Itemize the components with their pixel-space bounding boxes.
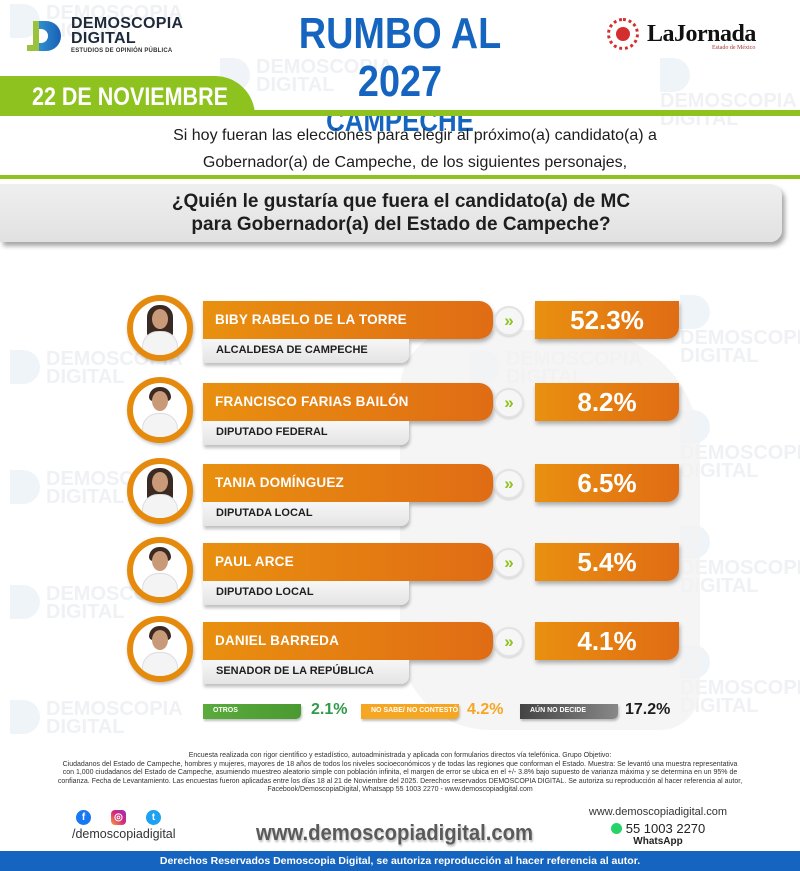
contact-url[interactable]: www.demoscopiadigital.com	[588, 806, 728, 818]
candidate-name-bar: DANIEL BARREDA	[203, 622, 493, 660]
partner-name: LaJornada	[647, 20, 756, 47]
candidate-role-bar: ALCALDESA DE CAMPECHE	[203, 339, 409, 363]
methodology-line: Encuesta realizada con rigor científico …	[188, 752, 612, 759]
candidate-name-bar: PAUL ARCE	[203, 543, 493, 581]
phone-number: 55 1003 2270	[625, 821, 706, 836]
rights-bar: Derechos Reservados Demoscopia Digital, …	[0, 851, 800, 871]
candidate-percentage: 8.2%	[535, 383, 679, 421]
instagram-icon[interactable]: ◎	[111, 810, 126, 825]
brand-tagline: ESTUDIOS DE OPINIÓN PÚBLICA	[71, 48, 173, 54]
candidate-name: PAUL ARCE	[215, 554, 294, 569]
social-links: f ◎ t /demoscopiadigital	[72, 810, 176, 841]
date-label: 22 DE NOVIEMBRE	[32, 83, 228, 111]
other-responses: OTROS 2.1% NO SABE/ NO CONTESTÓ 4.2% AÚN…	[203, 701, 673, 721]
demoscopia-logo: DEMOSCOPIA DIGITAL ESTUDIOS DE OPINIÓN P…	[27, 16, 183, 54]
website-link[interactable]: www.demoscopiadigital.com	[256, 820, 534, 845]
avatar	[127, 616, 193, 682]
candidate-name: FRANCISCO FARIAS BAILÓN	[215, 394, 409, 409]
candidate-role-bar: DIPUTADA LOCAL	[203, 502, 409, 526]
others-value: 2.1%	[311, 701, 348, 718]
avatar	[127, 537, 193, 603]
double-chevron-right-icon: »	[494, 627, 524, 657]
twitter-icon[interactable]: t	[146, 810, 161, 825]
candidate-name-bar: FRANCISCO FARIAS BAILÓN	[203, 383, 493, 421]
candidate-row: FRANCISCO FARIAS BAILÓN DIPUTADO FEDERAL…	[127, 377, 687, 457]
title-main: RUMBO AL 2027	[298, 9, 502, 106]
aun-no-decide-pill: AÚN NO DECIDE	[520, 704, 618, 719]
question-line1: ¿Quién le gustaría que fuera el candidat…	[171, 191, 631, 212]
intro-line2: Gobernador(a) de Campeche, de los siguie…	[202, 154, 628, 171]
candidate-role: DIPUTADO FEDERAL	[216, 426, 328, 438]
others-pill: OTROS	[203, 704, 301, 719]
methodology-line: Facebook/DemoscopiaDigital, Whatsapp 55 …	[267, 786, 533, 793]
candidate-role: ALCALDESA DE CAMPECHE	[216, 344, 368, 356]
avatar	[127, 377, 193, 443]
question-line2: para Gobernador(a) del Estado de Campech…	[191, 214, 611, 235]
methodology-line: Ciudadanos del Estado de Campeche, hombr…	[62, 760, 738, 768]
candidate-role-bar: DIPUTADO LOCAL	[203, 581, 409, 605]
facebook-icon[interactable]: f	[76, 810, 91, 825]
candidate-role: DIPUTADA LOCAL	[216, 507, 313, 519]
demoscopia-d-icon	[27, 17, 63, 53]
double-chevron-right-icon: »	[494, 388, 524, 418]
methodology-line: con 1,000 ciudadanos del Estado de Campe…	[62, 769, 738, 776]
candidate-name: TANIA DOMÍNGUEZ	[215, 475, 344, 490]
double-chevron-right-icon: »	[494, 306, 524, 336]
candidate-row: TANIA DOMÍNGUEZ DIPUTADA LOCAL » 6.5%	[127, 458, 687, 538]
contact-info: www.demoscopiadigital.com 55 1003 2270 W…	[578, 806, 738, 847]
social-handle[interactable]: /demoscopiadigital	[72, 827, 176, 841]
candidate-role-bar: DIPUTADO FEDERAL	[203, 421, 409, 445]
candidate-role: DIPUTADO LOCAL	[216, 586, 314, 598]
methodology-line: confianza. Fecha de Levantamiento. Las e…	[57, 777, 743, 785]
candidate-role-bar: SENADOR DE LA REPÚBLICA	[203, 660, 409, 684]
question-banner: ¿Quién le gustaría que fuera el candidat…	[0, 184, 782, 242]
partner-sub: Estado de México	[712, 45, 756, 51]
page-title: RUMBO AL 2027 CAMPECHE	[245, 10, 555, 138]
avatar	[127, 458, 193, 524]
candidate-name-bar: BIBY RABELO DE LA TORRE	[203, 301, 493, 339]
candidate-percentage: 52.3%	[535, 301, 679, 339]
whatsapp-icon	[610, 823, 622, 834]
candidate-percentage: 4.1%	[535, 622, 679, 660]
green-divider	[0, 175, 800, 179]
candidate-name-bar: TANIA DOMÍNGUEZ	[203, 464, 493, 502]
date-badge: 22 DE NOVIEMBRE	[0, 76, 255, 116]
la-jornada-logo: LaJornada Estado de México	[607, 18, 756, 51]
double-chevron-right-icon: »	[494, 469, 524, 499]
candidate-row: BIBY RABELO DE LA TORRE ALCALDESA DE CAM…	[127, 295, 687, 375]
no-sabe-label: NO SABE/ NO CONTESTÓ	[371, 707, 459, 714]
sun-icon	[607, 18, 639, 50]
candidate-name: DANIEL BARREDA	[215, 633, 340, 648]
aun-no-decide-value: 17.2%	[625, 701, 671, 718]
candidate-percentage: 5.4%	[535, 543, 679, 581]
intro-line1: Si hoy fueran las elecciones para elegir…	[173, 127, 657, 144]
green-divider	[0, 110, 800, 116]
no-sabe-value: 4.2%	[467, 701, 504, 718]
intro-text: Si hoy fueran las elecciones para elegir…	[0, 122, 800, 176]
no-sabe-pill: NO SABE/ NO CONTESTÓ	[361, 704, 459, 719]
others-label: OTROS	[213, 707, 238, 714]
whatsapp-phone[interactable]: 55 1003 2270	[578, 821, 738, 836]
brand-line1: DEMOSCOPIA	[71, 15, 184, 32]
methodology-note: Encuesta realizada con rigor científico …	[0, 752, 800, 795]
candidate-row: DANIEL BARREDA SENADOR DE LA REPÚBLICA »…	[127, 616, 687, 696]
candidate-row: PAUL ARCE DIPUTADO LOCAL » 5.4%	[127, 537, 687, 617]
candidate-role: SENADOR DE LA REPÚBLICA	[216, 665, 374, 677]
candidate-name: BIBY RABELO DE LA TORRE	[215, 312, 407, 327]
whatsapp-label: WhatsApp	[633, 836, 683, 847]
aun-no-decide-label: AÚN NO DECIDE	[530, 707, 587, 714]
candidate-percentage: 6.5%	[535, 464, 679, 502]
avatar	[127, 295, 193, 361]
double-chevron-right-icon: »	[494, 548, 524, 578]
brand-line2: DIGITAL	[71, 30, 136, 47]
